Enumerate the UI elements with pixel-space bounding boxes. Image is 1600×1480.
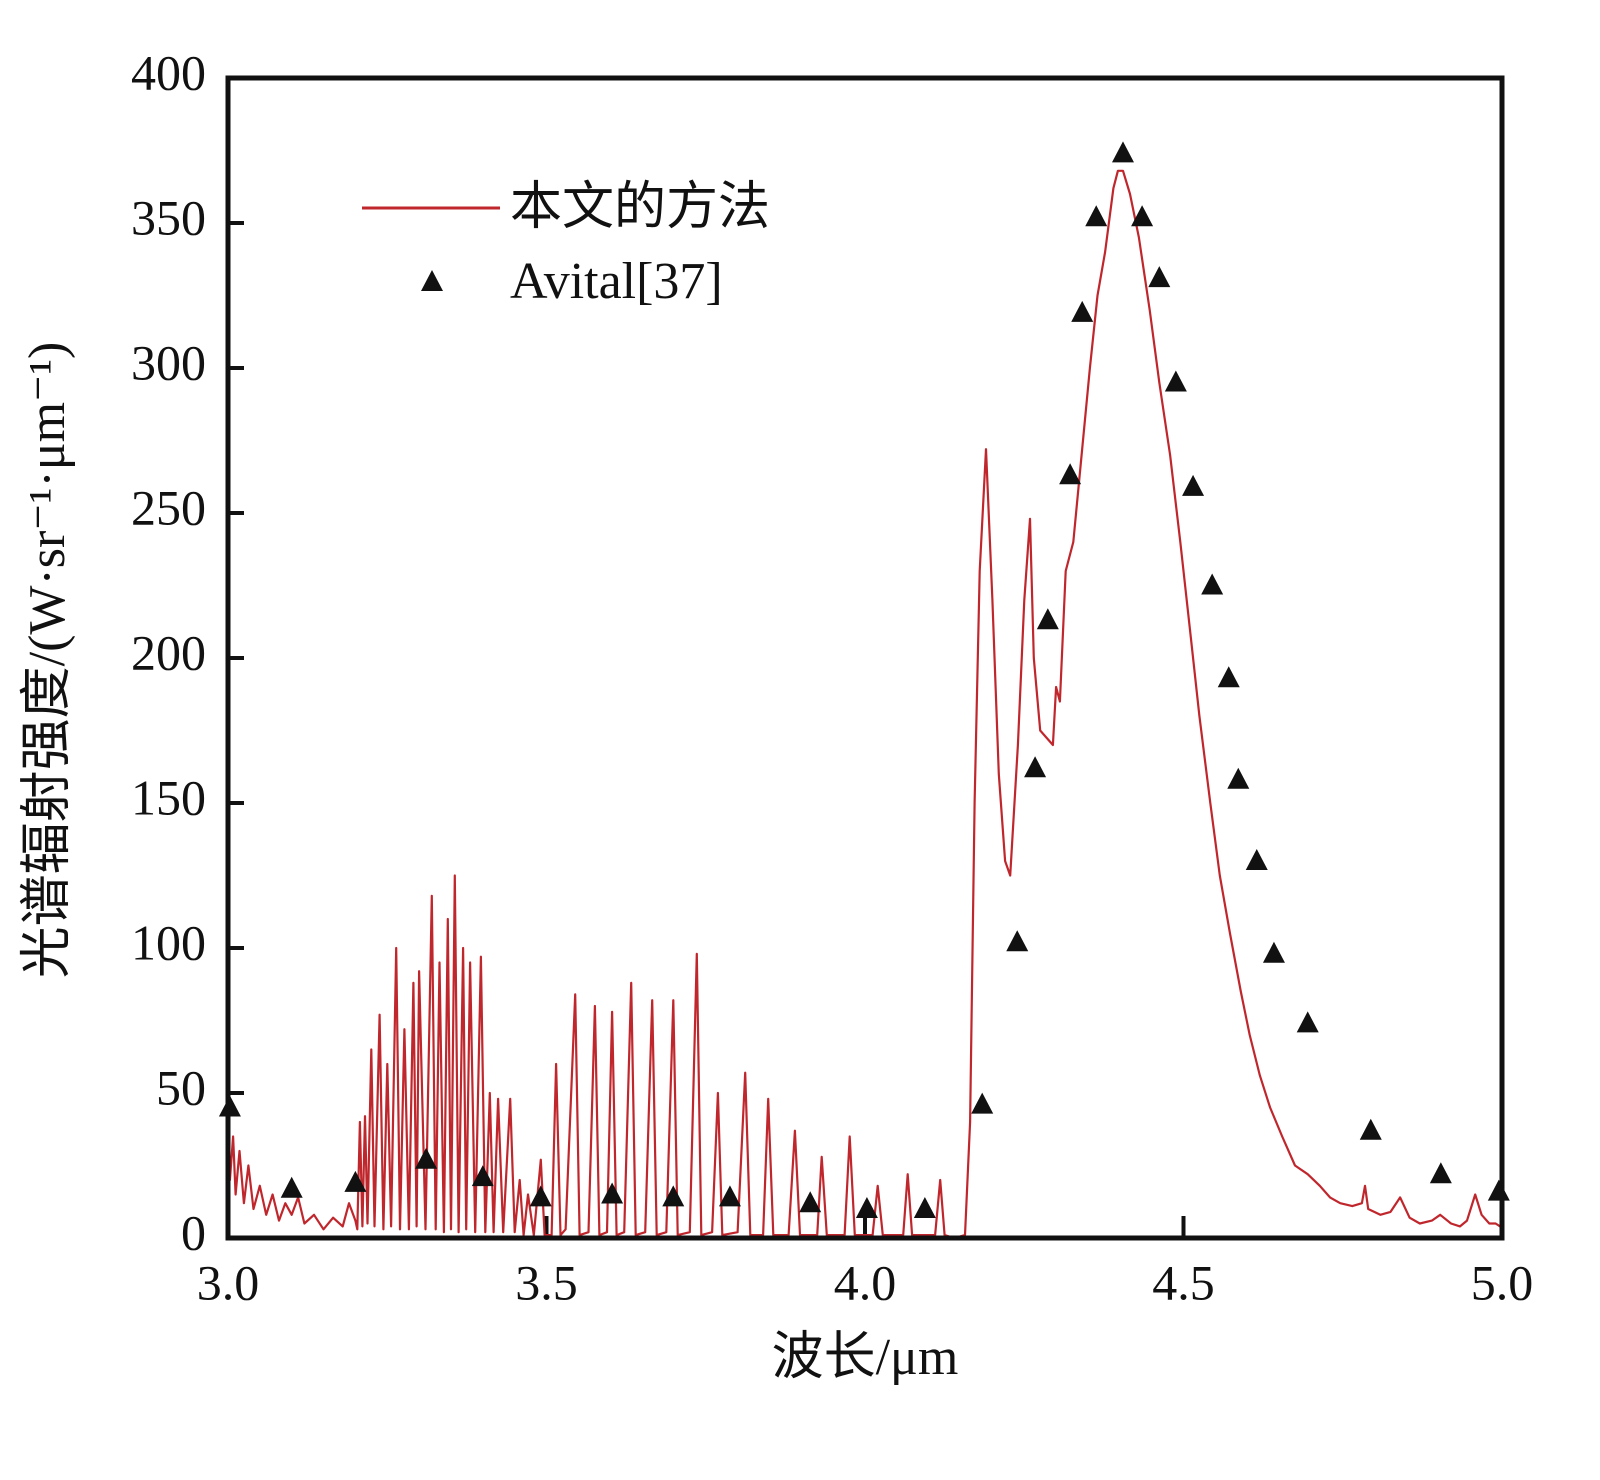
- y-tick-label: 400: [131, 44, 206, 100]
- triangle-marker: [1111, 141, 1134, 163]
- triangle-marker: [1071, 300, 1094, 322]
- y-axis-label: 光谱辐射强度/(W·sr⁻¹·μm⁻¹): [19, 342, 76, 979]
- triangle-marker: [718, 1185, 741, 1207]
- y-tick-label: 100: [131, 914, 206, 970]
- legend-marker: [421, 270, 443, 291]
- triangle-marker: [971, 1092, 994, 1114]
- triangle-marker: [855, 1197, 878, 1218]
- x-tick-label: 3.5: [515, 1254, 578, 1310]
- triangle-marker: [1487, 1179, 1510, 1201]
- plot-frame: [225, 75, 1505, 1241]
- triangle-marker: [1359, 1118, 1382, 1140]
- x-tick-label: 3.0: [197, 1254, 260, 1310]
- triangle-marker: [1085, 205, 1108, 227]
- line-series: [226, 169, 1501, 1240]
- triangle-marker: [1227, 767, 1250, 789]
- triangle-marker: [1296, 1011, 1319, 1033]
- x-tick-label: 4.0: [834, 1254, 897, 1310]
- triangle-marker: [1245, 849, 1268, 870]
- triangle-marker: [799, 1191, 822, 1213]
- triangle-marker: [1217, 666, 1240, 688]
- y-tick-label: 350: [131, 189, 206, 245]
- x-axis-label: 波长/μm: [772, 1329, 959, 1386]
- triangle-marker: [1262, 941, 1285, 963]
- triangle-marker: [1024, 756, 1047, 778]
- triangle-marker: [913, 1197, 936, 1218]
- y-tick-label: 0: [181, 1204, 206, 1260]
- x-tick-label: 5.0: [1471, 1254, 1534, 1310]
- triangle-marker: [471, 1165, 494, 1187]
- triangle-marker: [415, 1147, 438, 1169]
- triangle-marker: [1006, 930, 1029, 952]
- triangle-marker: [344, 1170, 367, 1192]
- triangle-marker: [1059, 463, 1082, 485]
- y-tick-label: 50: [156, 1059, 206, 1115]
- triangle-marker: [1036, 608, 1059, 630]
- triangle-marker: [1182, 474, 1205, 496]
- triangle-marker: [1131, 205, 1154, 227]
- y-tick-label: 300: [131, 334, 206, 390]
- triangle-marker: [601, 1182, 624, 1204]
- x-tick-label: 4.5: [1152, 1254, 1215, 1310]
- triangle-marker: [280, 1176, 303, 1198]
- triangle-marker: [1148, 266, 1171, 288]
- triangle-marker: [529, 1185, 552, 1207]
- triangle-marker: [662, 1185, 685, 1207]
- legend-label: 本文的方法: [510, 179, 770, 236]
- y-tick-label: 150: [131, 769, 206, 825]
- triangle-marker: [1164, 370, 1187, 392]
- y-tick-label: 200: [131, 624, 206, 680]
- y-tick-label: 250: [131, 479, 206, 535]
- triangle-marker: [1429, 1162, 1452, 1184]
- legend-label: Avital[37]: [510, 253, 723, 310]
- triangle-marker: [1201, 573, 1224, 595]
